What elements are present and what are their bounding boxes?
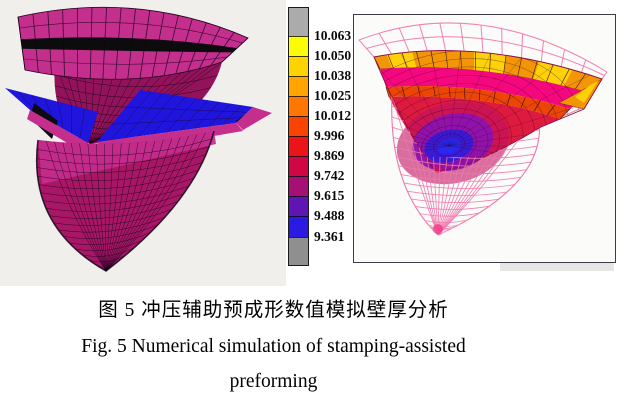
colorbar-segment — [289, 76, 308, 96]
colorbar-segment — [289, 216, 308, 237]
colorbar-segment — [289, 36, 308, 56]
colorbar-segment — [289, 116, 308, 136]
figure-caption-zh: 图 5 冲压辅助预成形数值模拟壁厚分析 — [98, 300, 449, 321]
colorbar-segment — [289, 8, 308, 36]
colorbar-segment — [289, 196, 308, 216]
page-artifact-strip — [500, 263, 614, 271]
figure-caption-en-1: Fig. 5 Numerical simulation of stamping-… — [81, 335, 466, 357]
figure-caption: 图 5 冲压辅助预成形数值模拟壁厚分析 Fig. 5 Numerical sim… — [0, 293, 619, 400]
thickness-contour-mesh-graphic — [358, 22, 608, 236]
colorbar-gradient — [288, 7, 309, 266]
colorbar-segment — [289, 237, 308, 265]
right-simulation-view — [353, 14, 616, 263]
colorbar-segment — [289, 56, 308, 76]
thickness-colorbar — [288, 7, 309, 266]
colorbar-segment — [289, 156, 308, 176]
stamping-tools-mesh-graphic — [0, 0, 286, 286]
colorbar-segment — [289, 176, 308, 196]
left-simulation-view — [0, 0, 286, 286]
colorbar-segment — [289, 96, 308, 116]
colorbar-segment — [289, 136, 308, 156]
figure-caption-en-2: preforming — [229, 371, 318, 392]
